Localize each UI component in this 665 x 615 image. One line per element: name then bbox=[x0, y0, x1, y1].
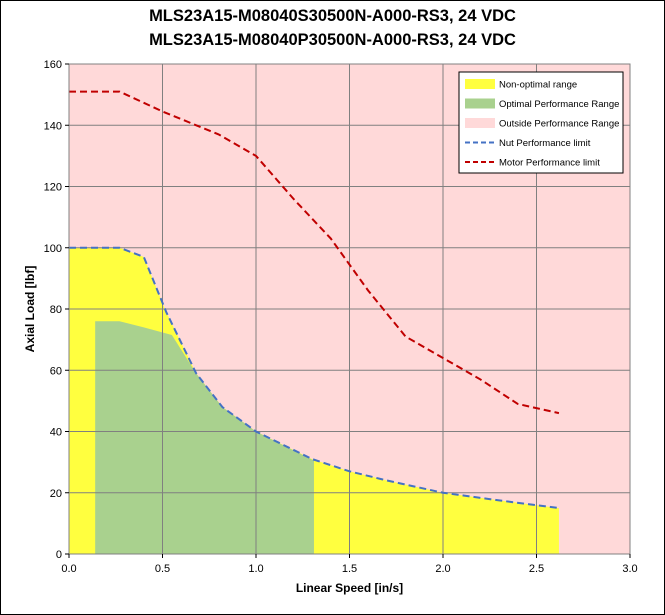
chart-title-line-1: MLS23A15-M08040S30500N-A000-RS3, 24 VDC bbox=[149, 7, 516, 25]
series-lines bbox=[69, 90, 560, 510]
legend-entry: Non-optimal range bbox=[465, 79, 577, 91]
y-axis-ticks: 0 20 40 60 80 100 120 140 160 bbox=[44, 59, 69, 561]
x-tick-label: 1.0 bbox=[248, 563, 263, 575]
y-tick-label: 80 bbox=[50, 304, 62, 316]
x-tick-label: 0.5 bbox=[155, 563, 170, 575]
legend-label: Outside Performance Range bbox=[499, 119, 619, 130]
y-tick-label: 40 bbox=[50, 427, 62, 439]
chart-title-line-2: MLS23A15-M08040P30500N-A000-RS3, 24 VDC bbox=[149, 31, 516, 49]
legend-entry: Outside Performance Range bbox=[465, 118, 619, 130]
legend-swatch bbox=[465, 79, 495, 89]
area-fills bbox=[69, 247, 559, 554]
legend-label: Motor Performance limit bbox=[499, 158, 600, 169]
y-tick-label: 140 bbox=[44, 120, 62, 132]
y-tick-label: 120 bbox=[44, 182, 62, 194]
x-axis-label: Linear Speed [in/s] bbox=[296, 581, 403, 595]
legend-label: Optimal Performance Range bbox=[499, 99, 619, 110]
y-tick-label: 0 bbox=[56, 549, 62, 561]
nut-performance-limit-line bbox=[69, 246, 560, 510]
y-axis-label: Axial Load [lbf] bbox=[23, 266, 37, 353]
x-tick-label: 1.5 bbox=[342, 563, 357, 575]
legend-entry: Nut Performance limit bbox=[465, 138, 591, 149]
legend-entry: Motor Performance limit bbox=[465, 158, 600, 169]
y-tick-label: 60 bbox=[50, 365, 62, 377]
legend-label: Nut Performance limit bbox=[499, 138, 591, 149]
x-tick-label: 2.0 bbox=[435, 563, 450, 575]
y-tick-label: 100 bbox=[44, 243, 62, 255]
x-tick-label: 3.0 bbox=[622, 563, 637, 575]
motor-performance-limit-line bbox=[69, 90, 560, 415]
legend-swatch bbox=[465, 98, 495, 109]
legend-label: Non-optimal range bbox=[499, 80, 577, 91]
legend: Non-optimal range Optimal Performance Ran… bbox=[458, 71, 624, 174]
x-tick-label: 2.5 bbox=[529, 563, 544, 575]
x-axis-ticks: 0.0 0.5 1.0 1.5 2.0 2.5 3.0 bbox=[61, 554, 638, 575]
legend-swatch bbox=[465, 118, 495, 128]
x-tick-label: 0.0 bbox=[61, 563, 76, 575]
optimal-range-area bbox=[95, 321, 314, 554]
legend-entry: Optimal Performance Range bbox=[465, 98, 619, 110]
y-tick-label: 160 bbox=[44, 59, 62, 71]
y-tick-label: 20 bbox=[50, 488, 62, 500]
